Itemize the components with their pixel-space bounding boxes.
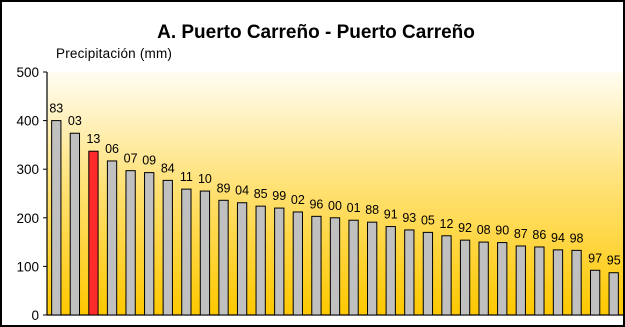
bar-data-label: 87 bbox=[514, 227, 528, 241]
bar bbox=[459, 239, 471, 316]
bar-data-label: 96 bbox=[309, 197, 323, 211]
bar bbox=[552, 249, 564, 316]
bar-data-label: 02 bbox=[291, 193, 305, 207]
y-tick-label: 100 bbox=[16, 259, 39, 274]
bar bbox=[367, 221, 378, 316]
bar-data-label: 00 bbox=[328, 199, 342, 213]
bar-data-label: 89 bbox=[217, 181, 231, 195]
bar-data-label: 98 bbox=[570, 231, 584, 245]
bar-data-label: 91 bbox=[384, 208, 398, 222]
bar bbox=[236, 202, 248, 316]
bar bbox=[255, 205, 266, 316]
bar bbox=[69, 132, 81, 316]
bar bbox=[608, 272, 619, 316]
bar-data-label: 93 bbox=[402, 211, 416, 225]
bar-data-label: 06 bbox=[105, 142, 119, 156]
bar-data-label: 83 bbox=[49, 102, 63, 116]
bar-data-label: 86 bbox=[532, 228, 546, 242]
bar-data-label: 10 bbox=[198, 172, 212, 186]
bar bbox=[404, 229, 415, 316]
bar-data-label: 05 bbox=[421, 213, 435, 227]
bar-data-label: 90 bbox=[495, 224, 509, 238]
bar-data-label: 84 bbox=[161, 161, 175, 175]
bar bbox=[571, 249, 582, 316]
bar-data-label: 09 bbox=[142, 154, 156, 168]
bar-data-label: 95 bbox=[607, 254, 621, 268]
bar-data-label: 07 bbox=[124, 152, 138, 166]
bar-data-label: 88 bbox=[365, 203, 379, 217]
bar bbox=[311, 215, 322, 316]
bar bbox=[144, 172, 155, 316]
bar-data-label: 12 bbox=[440, 217, 454, 231]
bar-data-label: 94 bbox=[551, 231, 565, 245]
bar bbox=[181, 188, 192, 316]
bar bbox=[385, 226, 396, 316]
bar bbox=[88, 150, 99, 316]
y-axis-label: Precipitación (mm) bbox=[56, 46, 172, 61]
chart-title: A. Puerto Carreño - Puerto Carreño bbox=[157, 22, 475, 43]
bar-data-label: 92 bbox=[458, 221, 472, 235]
bar bbox=[422, 231, 434, 316]
y-tick-label: 300 bbox=[16, 162, 39, 177]
bar-data-label: 99 bbox=[272, 189, 286, 203]
bar-data-labels: 83 03 13 06 07 09 84 11 10 89 04 85 99 02 96 00 01 88 91 93… bbox=[49, 102, 620, 268]
bar bbox=[51, 120, 62, 316]
bar bbox=[292, 211, 303, 316]
y-tick-label: 500 bbox=[16, 65, 39, 80]
bar-data-label: 85 bbox=[254, 187, 268, 201]
bar-data-label: 08 bbox=[477, 223, 491, 237]
bar bbox=[162, 179, 173, 316]
bar bbox=[534, 246, 545, 316]
bar-data-label: 97 bbox=[588, 251, 602, 265]
bar bbox=[515, 245, 526, 316]
y-tick-labels: 0 100 200 300 400 500 bbox=[16, 65, 39, 323]
bar-data-label: 13 bbox=[86, 132, 100, 146]
bar bbox=[218, 199, 229, 316]
y-tick-label: 400 bbox=[16, 114, 39, 129]
bar bbox=[348, 219, 359, 316]
bar bbox=[441, 235, 452, 316]
bar bbox=[199, 190, 211, 316]
bars bbox=[51, 120, 619, 316]
bar bbox=[106, 160, 118, 316]
y-tick-label: 0 bbox=[31, 308, 39, 323]
bar-data-label: 04 bbox=[235, 184, 249, 198]
bar bbox=[589, 269, 601, 316]
y-tick-label: 200 bbox=[16, 211, 39, 226]
bar-data-label: 03 bbox=[68, 114, 82, 128]
bar bbox=[329, 217, 341, 316]
bar bbox=[497, 242, 508, 316]
bar bbox=[125, 170, 136, 316]
bar-data-label: 01 bbox=[347, 201, 361, 215]
bar bbox=[478, 241, 489, 316]
bar-data-label: 11 bbox=[180, 170, 193, 184]
bar bbox=[274, 207, 285, 316]
